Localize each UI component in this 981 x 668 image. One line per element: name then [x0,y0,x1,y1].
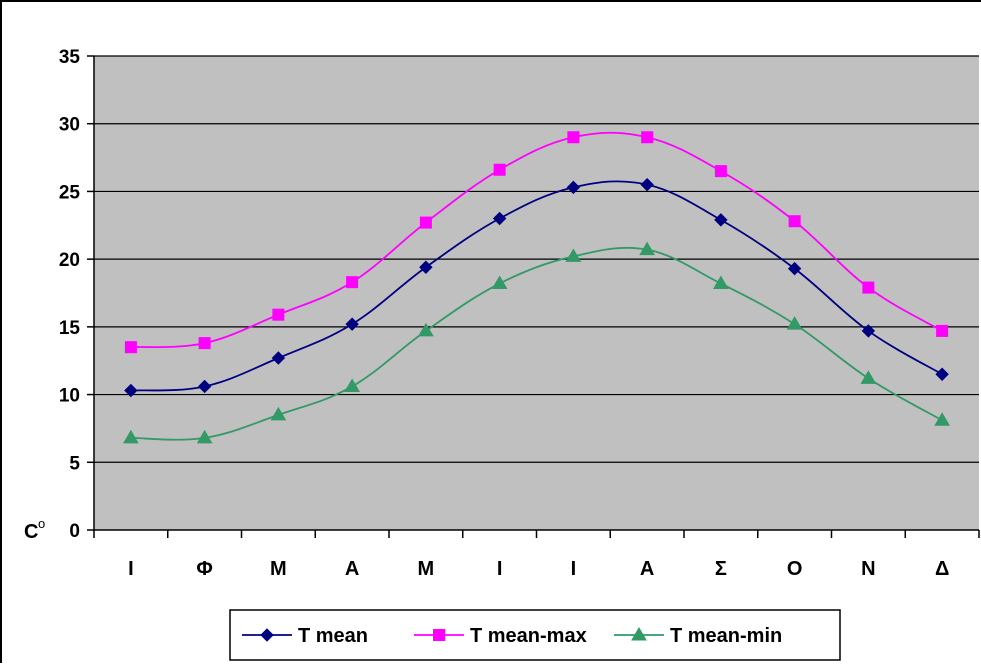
data-point-t-mean [640,177,654,192]
data-point-t-mean-min [786,316,803,330]
data-point-t-mean-max [936,324,949,337]
data-point-t-mean [124,383,138,398]
data-point-t-mean-min [491,275,508,290]
x-tick-label: Ν [861,558,875,580]
legend-marker-t-mean-min [631,627,647,641]
data-point-t-mean [935,367,949,381]
data-point-t-mean-min [639,241,655,256]
legend-label-t-mean-min: T mean-min [670,625,782,647]
y-axis-label: C [24,521,38,543]
legend-marker-t-mean-max [433,629,445,641]
y-tick-label: 30 [59,115,80,136]
data-point-t-mean [271,351,286,365]
x-tick-label: Α [640,558,654,580]
data-point-t-mean-max [567,131,580,144]
data-point-t-mean-max [788,215,801,228]
x-tick-label: Μ [270,558,287,580]
data-point-t-mean-max [419,216,432,229]
x-tick-label: Ι [128,558,134,580]
y-tick-label: 15 [59,318,81,339]
y-tick-label: 25 [59,182,81,203]
legend-label-t-mean: T mean [298,625,368,647]
data-point-t-mean-min [565,248,582,262]
x-tick-label: Φ [196,558,212,580]
x-tick-label: Μ [418,558,435,580]
plot-area [94,56,979,530]
data-point-t-mean-min [270,406,287,421]
data-point-t-mean [714,213,728,227]
y-tick-label: 0 [69,521,80,542]
data-point-t-mean [197,379,212,394]
data-point-t-mean-min [860,370,877,384]
y-tick-label: 35 [59,47,81,68]
data-point-t-mean-min [418,322,434,337]
data-point-t-mean-max [493,163,506,176]
data-point-t-mean-min [123,429,139,444]
data-point-t-mean-min [344,378,360,392]
x-tick-label: Ι [571,558,577,580]
x-tick-label: Ο [787,558,803,580]
data-point-t-mean [419,260,433,274]
x-tick-label: Α [345,558,359,580]
x-tick-label: Δ [935,558,949,580]
data-point-t-mean-max [862,281,875,294]
data-point-t-mean [787,261,802,276]
data-point-t-mean-min [713,275,729,290]
y-tick-label: 5 [69,453,80,474]
x-tick-label: Σ [715,558,727,580]
data-point-t-mean-max [641,131,654,144]
x-tick-label: Ι [497,558,503,580]
legend [229,609,841,661]
y-tick-label: 20 [59,250,80,271]
data-point-t-mean-max [124,341,137,354]
data-point-t-mean [566,180,581,195]
data-point-t-mean-min [196,429,213,444]
data-point-t-mean [861,324,876,338]
legend-marker-t-mean [260,628,274,642]
data-point-t-mean [492,211,507,226]
y-tick-label: 10 [59,386,80,407]
data-point-t-mean-min [934,412,950,426]
data-point-t-mean-max [346,276,359,289]
data-point-t-mean [345,317,359,331]
legend-label-t-mean-max: T mean-max [470,625,587,647]
y-axis-label-superscript: o [38,516,45,531]
data-point-t-mean-max [272,308,285,321]
data-point-t-mean-max [714,165,727,178]
data-point-t-mean-max [198,337,211,350]
